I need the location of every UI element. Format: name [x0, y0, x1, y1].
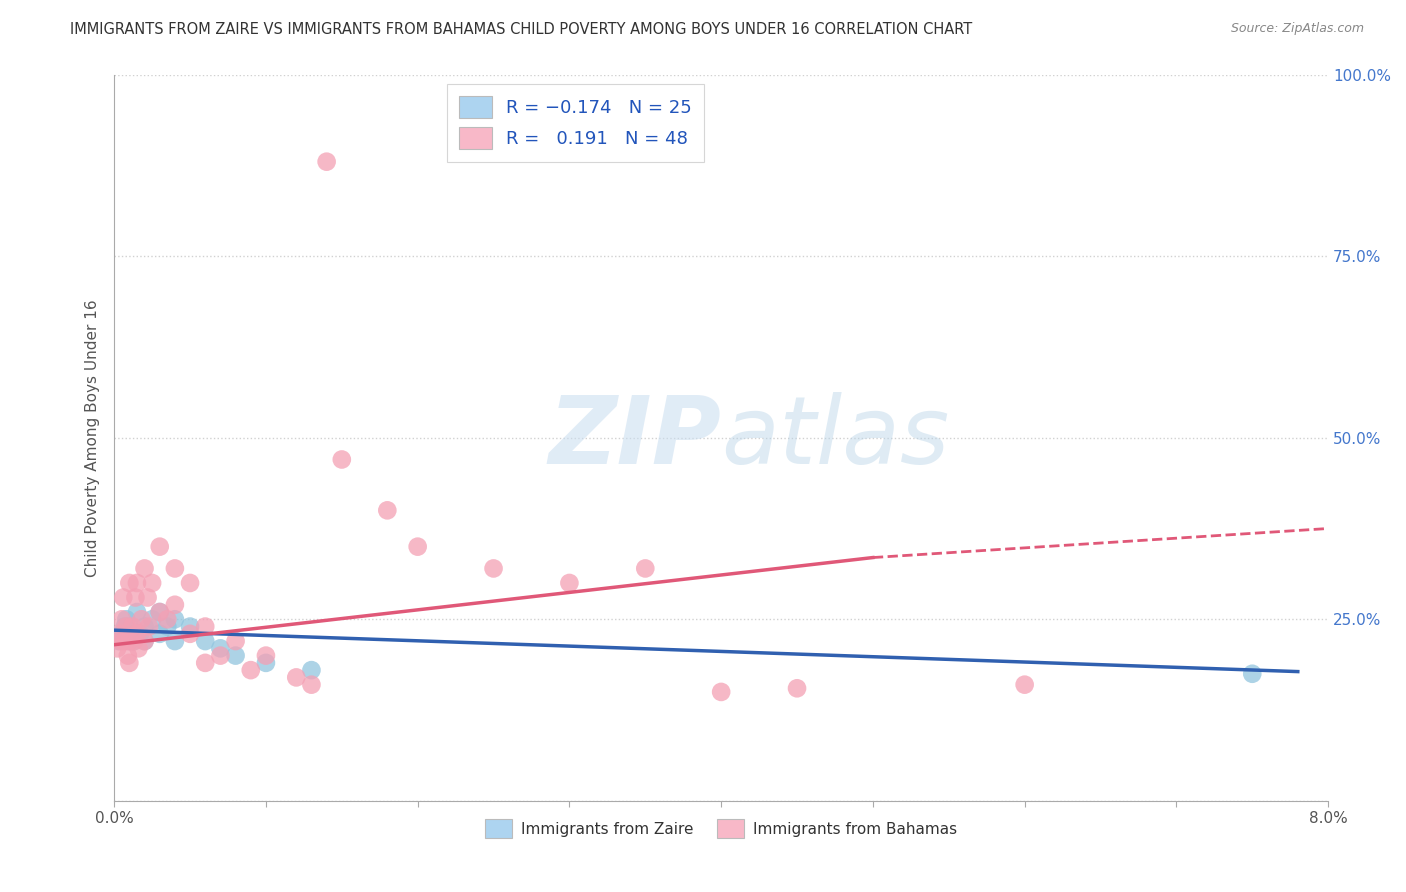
Point	[330, 452, 353, 467]
Point	[194, 656, 217, 670]
Point	[117, 648, 139, 663]
Y-axis label: Child Poverty Among Boys Under 16: Child Poverty Among Boys Under 16	[86, 299, 100, 576]
Point	[163, 634, 186, 648]
Point	[163, 598, 186, 612]
Point	[156, 612, 179, 626]
Point	[141, 576, 163, 591]
Point	[156, 619, 179, 633]
Point	[406, 540, 429, 554]
Point	[315, 154, 337, 169]
Point	[124, 591, 146, 605]
Point	[122, 634, 145, 648]
Point	[141, 612, 163, 626]
Point	[179, 576, 201, 591]
Point	[209, 648, 232, 663]
Point	[125, 627, 148, 641]
Point	[107, 627, 129, 641]
Point	[134, 634, 156, 648]
Point	[121, 627, 143, 641]
Point	[129, 627, 152, 641]
Point	[114, 634, 136, 648]
Point	[225, 648, 247, 663]
Point	[134, 561, 156, 575]
Point	[107, 634, 129, 648]
Point	[125, 576, 148, 591]
Point	[786, 681, 808, 696]
Point	[149, 540, 172, 554]
Point	[105, 641, 128, 656]
Point	[1014, 678, 1036, 692]
Point	[179, 627, 201, 641]
Text: Source: ZipAtlas.com: Source: ZipAtlas.com	[1230, 22, 1364, 36]
Point	[127, 641, 149, 656]
Point	[1241, 666, 1264, 681]
Point	[111, 627, 134, 641]
Point	[118, 634, 141, 648]
Point	[134, 634, 156, 648]
Point	[112, 591, 135, 605]
Point	[194, 619, 217, 633]
Point	[301, 678, 323, 692]
Text: atlas: atlas	[721, 392, 949, 483]
Point	[110, 634, 132, 648]
Point	[558, 576, 581, 591]
Point	[111, 612, 134, 626]
Point	[301, 663, 323, 677]
Point	[254, 648, 277, 663]
Point	[131, 612, 153, 626]
Point	[710, 685, 733, 699]
Legend: Immigrants from Zaire, Immigrants from Bahamas: Immigrants from Zaire, Immigrants from B…	[478, 814, 963, 844]
Point	[634, 561, 657, 575]
Point	[163, 561, 186, 575]
Point	[482, 561, 505, 575]
Point	[149, 627, 172, 641]
Point	[138, 619, 160, 633]
Point	[134, 619, 156, 633]
Point	[115, 619, 138, 633]
Point	[163, 612, 186, 626]
Point	[285, 670, 308, 684]
Point	[254, 656, 277, 670]
Point	[125, 605, 148, 619]
Point	[149, 605, 172, 619]
Point	[118, 576, 141, 591]
Point	[225, 634, 247, 648]
Point	[122, 634, 145, 648]
Point	[209, 641, 232, 656]
Point	[149, 605, 172, 619]
Text: ZIP: ZIP	[548, 392, 721, 483]
Point	[375, 503, 398, 517]
Point	[136, 591, 159, 605]
Point	[118, 656, 141, 670]
Point	[114, 619, 136, 633]
Point	[239, 663, 262, 677]
Point	[118, 619, 141, 633]
Point	[194, 634, 217, 648]
Point	[179, 619, 201, 633]
Text: IMMIGRANTS FROM ZAIRE VS IMMIGRANTS FROM BAHAMAS CHILD POVERTY AMONG BOYS UNDER : IMMIGRANTS FROM ZAIRE VS IMMIGRANTS FROM…	[70, 22, 973, 37]
Point	[115, 612, 138, 626]
Point	[121, 619, 143, 633]
Point	[118, 634, 141, 648]
